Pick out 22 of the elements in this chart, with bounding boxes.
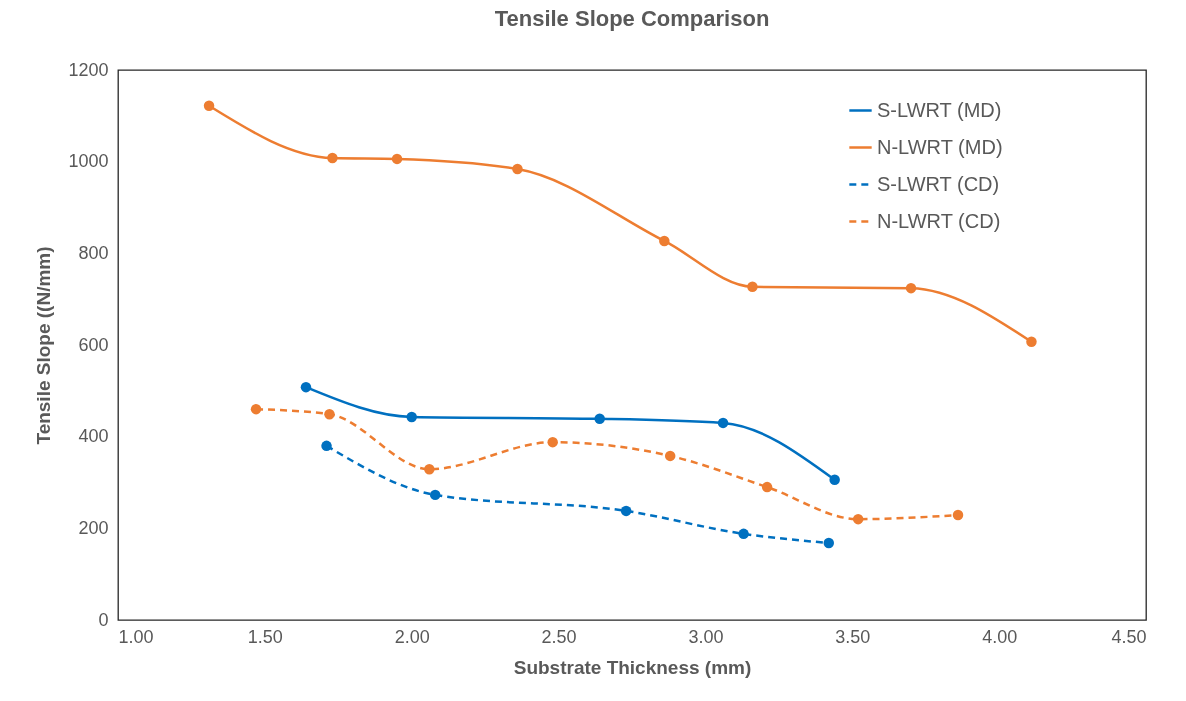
legend-label: S-LWRT (MD) <box>877 98 1002 121</box>
x-axis-title: Substrate Thickness (mm) <box>513 656 752 678</box>
chart-title: Tensile Slope Comparison <box>494 6 770 31</box>
y-tick-label: 1200 <box>68 59 109 80</box>
x-tick-label: 2.50 <box>541 626 577 647</box>
y-tick-label: 200 <box>78 517 109 538</box>
y-tick-label: 1000 <box>68 151 109 172</box>
x-tick-label: 1.00 <box>118 626 154 647</box>
y-tick-label: 800 <box>78 242 109 263</box>
x-tick-label: 4.50 <box>1111 626 1147 647</box>
x-tick-label: 2.00 <box>394 626 430 647</box>
x-tick-label: 4.00 <box>982 626 1018 647</box>
y-tick-label: 400 <box>78 426 109 447</box>
y-tick-label: 0 <box>98 609 109 630</box>
y-tick-label: 600 <box>78 334 109 355</box>
x-tick-label: 3.00 <box>688 626 724 647</box>
y-axis-title: Tensile Slope ((N/mm) <box>33 246 55 445</box>
x-tick-label: 3.50 <box>835 626 871 647</box>
legend-label: N-LWRT (MD) <box>877 135 1003 158</box>
legend-label: N-LWRT (CD) <box>877 209 1001 232</box>
legend-label: S-LWRT (CD) <box>877 172 1000 195</box>
x-tick-label: 1.50 <box>247 626 283 647</box>
